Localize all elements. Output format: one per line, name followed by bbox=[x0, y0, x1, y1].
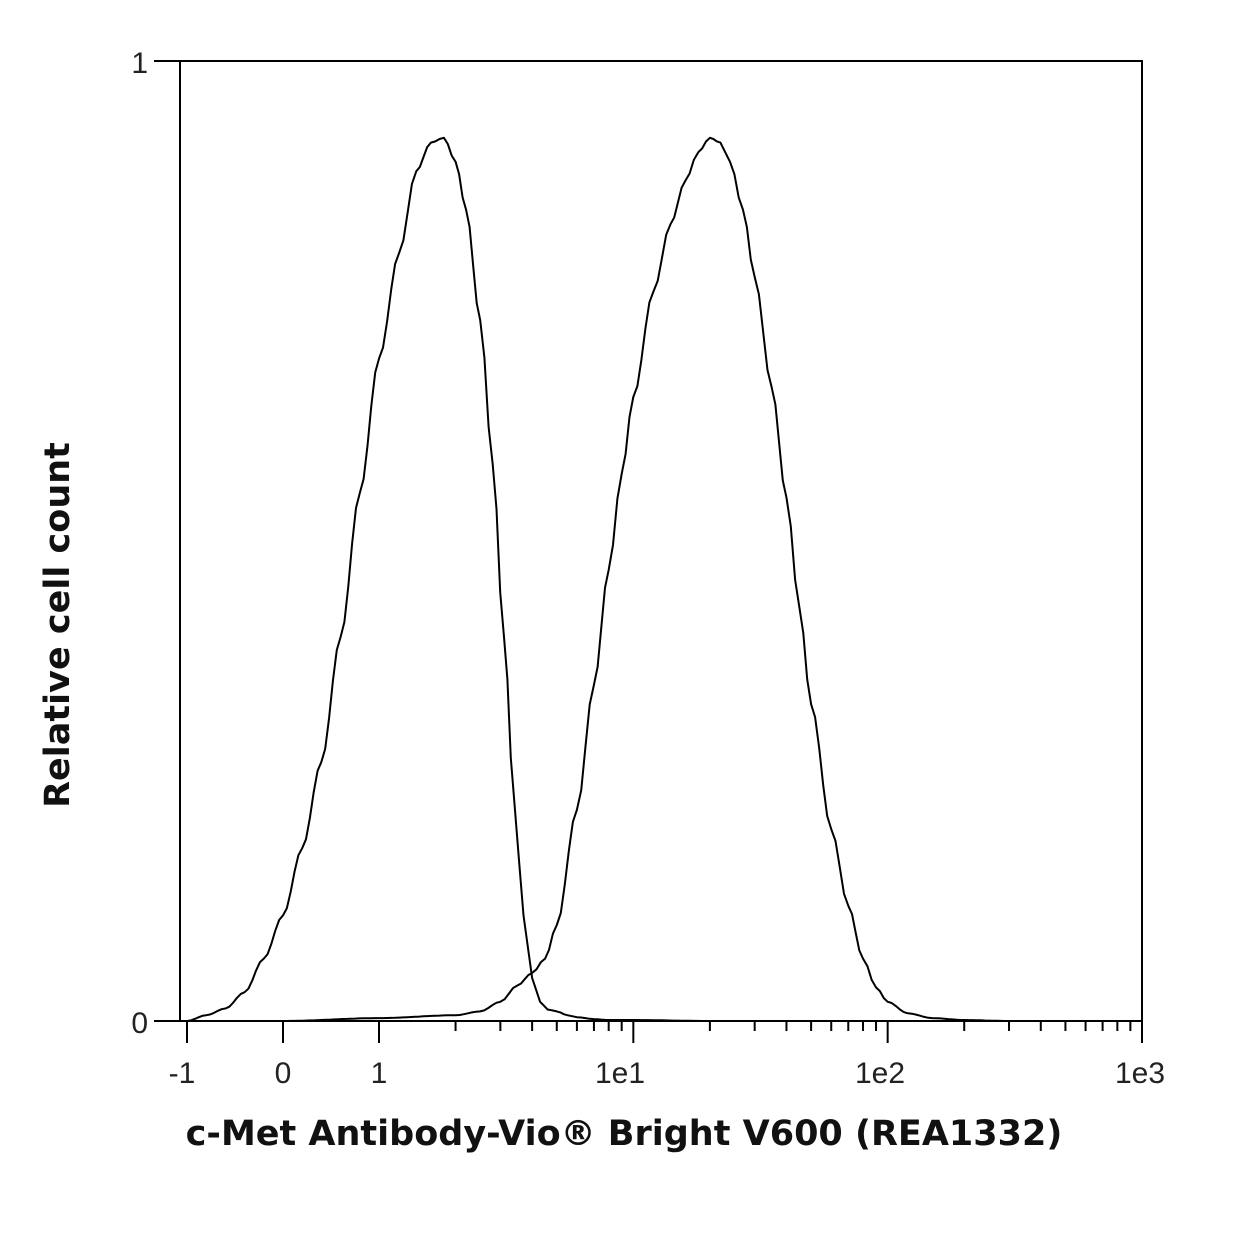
x-tick-label-1e3: 1e3 bbox=[1115, 1057, 1165, 1090]
x-tick-label-1e1: 1e1 bbox=[595, 1057, 645, 1090]
x-tick-label-1e2: 1e2 bbox=[855, 1057, 905, 1090]
histogram-curve-2 bbox=[283, 136, 1142, 1022]
x-tick-label-0: 0 bbox=[275, 1057, 292, 1090]
axis-ticks bbox=[154, 60, 1143, 1043]
axis-labels: 1 0 -1 0 1 1e1 1e2 1e3 c-Met Antibody-Vi… bbox=[38, 47, 1165, 1154]
x-tick-label-neg1: -1 bbox=[169, 1057, 196, 1090]
y-tick-label-bottom: 0 bbox=[131, 1007, 148, 1040]
plot-frame bbox=[179, 60, 1143, 1022]
x-tick-label-1: 1 bbox=[371, 1057, 388, 1090]
histogram-curves bbox=[186, 136, 1142, 1022]
histogram-curve-1 bbox=[186, 136, 1142, 1022]
x-axis-title: c-Met Antibody-Vio® Bright V600 (REA1332… bbox=[186, 1114, 1063, 1154]
y-axis-title: Relative cell count bbox=[38, 442, 78, 808]
y-tick-label-top: 1 bbox=[131, 47, 148, 80]
